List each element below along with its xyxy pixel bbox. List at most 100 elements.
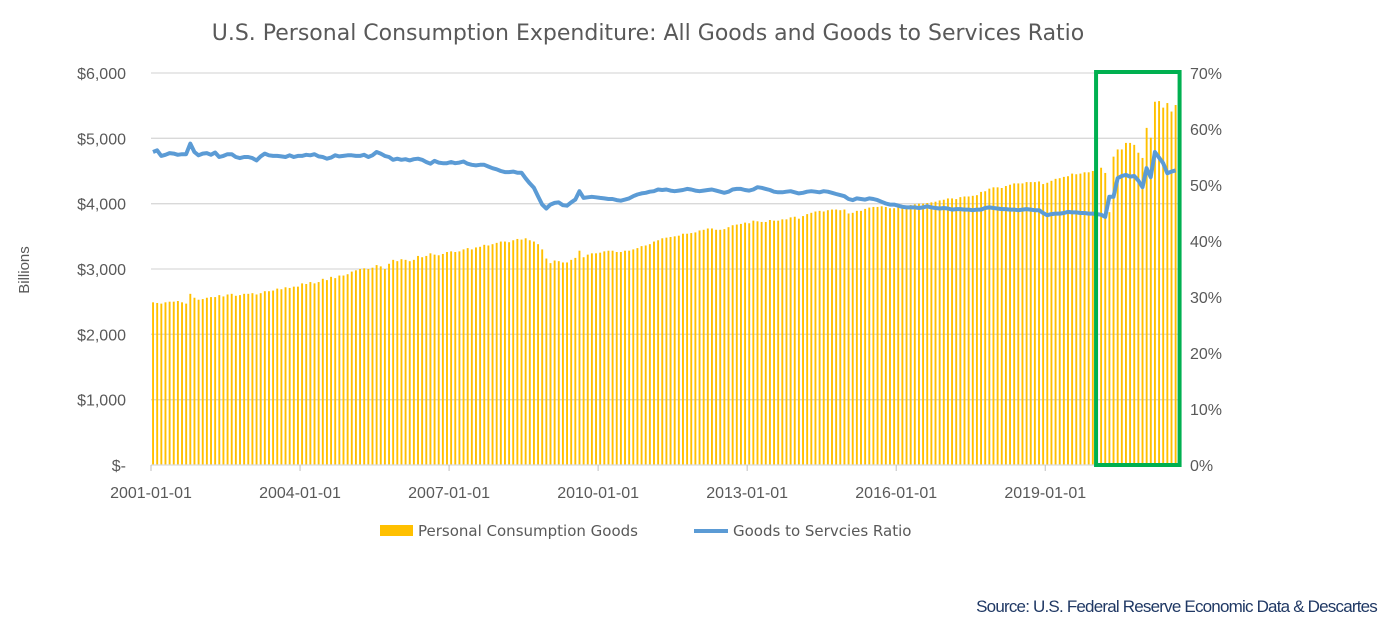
bar	[263, 291, 266, 465]
bar	[288, 287, 291, 465]
bar	[1021, 183, 1024, 465]
bar	[1104, 172, 1107, 465]
y-left-tick-label: $-	[112, 458, 126, 475]
bar	[338, 275, 341, 465]
bar	[1050, 180, 1053, 466]
bar	[1174, 105, 1177, 465]
bar	[607, 250, 610, 465]
bar	[595, 253, 597, 465]
bar	[1116, 149, 1119, 465]
bar	[408, 261, 411, 465]
bar	[706, 228, 709, 465]
bar	[462, 249, 465, 465]
bar	[1000, 187, 1003, 465]
bar	[996, 187, 999, 466]
bar	[636, 248, 639, 465]
bar	[239, 295, 241, 465]
bar	[698, 230, 701, 465]
bar	[901, 206, 904, 465]
bar	[839, 210, 842, 465]
bar	[392, 259, 395, 465]
bar	[330, 276, 333, 465]
bar	[802, 216, 804, 465]
bar	[1170, 111, 1173, 466]
bar	[619, 252, 622, 465]
bar	[922, 203, 925, 465]
bar	[495, 242, 498, 465]
bar	[516, 238, 519, 465]
bar	[412, 259, 415, 465]
bar	[632, 249, 635, 465]
source-note: Source: U.S. Federal Reserve Economic Da…	[976, 597, 1377, 616]
bar	[744, 222, 747, 465]
bar	[872, 206, 875, 465]
legend-label-goods: Personal Consumption Goods	[418, 522, 638, 540]
bar	[988, 188, 991, 465]
bar	[644, 245, 647, 465]
bar	[425, 255, 428, 465]
bar	[967, 196, 970, 466]
bar	[1153, 101, 1156, 465]
bar	[508, 242, 511, 465]
bar	[1038, 181, 1040, 465]
bar	[214, 297, 217, 465]
bar	[193, 297, 196, 465]
bar	[661, 238, 664, 465]
bar	[1133, 144, 1136, 465]
bar	[946, 198, 949, 465]
bar	[731, 225, 734, 465]
bar	[367, 269, 370, 465]
bar	[1125, 142, 1127, 465]
x-tick-label: 2013-01-01	[706, 485, 788, 502]
bar	[868, 207, 871, 465]
bar	[553, 260, 556, 465]
bar	[624, 250, 626, 465]
y-left-tick-label: $6,000	[77, 66, 126, 83]
bar	[640, 246, 643, 465]
ratio-line	[152, 141, 1177, 219]
bar	[955, 199, 958, 466]
bar	[785, 219, 788, 465]
bar	[748, 223, 751, 465]
bar	[884, 206, 887, 465]
bar	[247, 293, 250, 465]
bar	[686, 233, 689, 465]
y-right-tick-label: 0%	[1190, 458, 1213, 475]
y-right-tick-label: 60%	[1190, 122, 1222, 139]
bar	[855, 210, 858, 465]
bar	[541, 249, 544, 465]
bar	[379, 266, 382, 465]
bar	[156, 302, 159, 465]
bar	[181, 302, 183, 465]
bar	[1075, 174, 1078, 465]
bar	[375, 265, 378, 465]
bar	[806, 214, 809, 465]
y-right-tick-label: 70%	[1190, 66, 1222, 83]
bar	[185, 303, 188, 465]
bar	[942, 199, 945, 465]
bar	[971, 195, 974, 465]
bar	[893, 208, 896, 466]
bar	[545, 258, 548, 465]
bar	[657, 240, 660, 465]
bar	[1145, 127, 1148, 465]
bar	[1087, 172, 1090, 465]
bar	[984, 191, 987, 465]
bar	[363, 268, 366, 465]
bar	[334, 278, 337, 465]
bar	[648, 244, 651, 465]
bar	[835, 209, 838, 465]
bar	[756, 221, 759, 465]
bar	[930, 202, 933, 466]
bar	[325, 280, 328, 465]
bar	[1108, 212, 1111, 465]
bar	[280, 289, 283, 465]
bar	[851, 212, 854, 465]
x-tick-label: 2001-01-01	[110, 485, 192, 502]
bar	[537, 244, 540, 465]
bar	[574, 257, 577, 465]
bar	[433, 254, 436, 465]
bar	[458, 251, 461, 465]
bar	[599, 252, 602, 465]
bar	[1120, 149, 1123, 465]
